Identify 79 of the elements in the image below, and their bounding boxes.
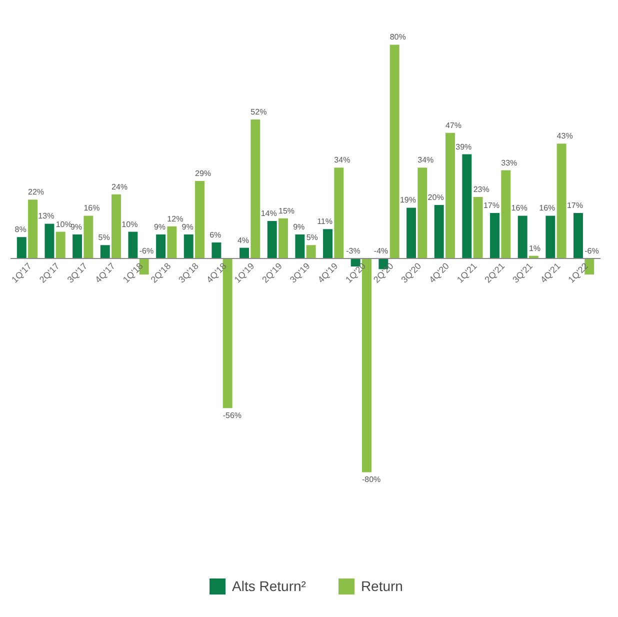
bar xyxy=(212,242,222,258)
data-label: 34% xyxy=(334,156,350,165)
data-label: 20% xyxy=(428,193,444,202)
bar xyxy=(44,224,54,258)
bar xyxy=(84,216,94,258)
bar xyxy=(28,200,38,258)
data-label: 5% xyxy=(306,233,318,242)
bar xyxy=(167,226,177,258)
bar xyxy=(501,170,511,258)
bar xyxy=(390,44,400,258)
bar xyxy=(473,197,483,258)
data-label: -6% xyxy=(584,246,599,256)
bar xyxy=(278,218,288,258)
bar xyxy=(434,205,444,258)
bar xyxy=(323,229,332,258)
data-label: 10% xyxy=(56,220,72,229)
bar xyxy=(267,221,277,258)
bar xyxy=(445,132,455,258)
data-label: 9% xyxy=(70,222,82,232)
bar xyxy=(112,194,121,258)
data-label: 16% xyxy=(539,204,556,213)
data-label: 39% xyxy=(456,142,472,152)
data-label: 1% xyxy=(528,244,541,253)
bar xyxy=(195,180,204,258)
data-label: 12% xyxy=(167,214,184,224)
data-label: 24% xyxy=(112,182,128,192)
data-label: 22% xyxy=(28,188,44,197)
data-label: 15% xyxy=(278,206,295,216)
data-label: 23% xyxy=(473,185,490,194)
bar xyxy=(418,168,428,258)
bar xyxy=(306,245,316,258)
bar xyxy=(334,168,344,258)
bar xyxy=(462,154,472,258)
data-label: 17% xyxy=(566,201,583,210)
bar xyxy=(240,248,250,258)
bar xyxy=(406,208,416,258)
bar xyxy=(100,245,110,258)
data-label: 43% xyxy=(556,132,573,141)
bar xyxy=(56,232,66,258)
bar xyxy=(295,234,305,258)
data-label: 16% xyxy=(511,204,528,213)
data-label: 34% xyxy=(418,156,434,165)
data-label: -6% xyxy=(139,246,154,256)
bar xyxy=(184,234,194,258)
legend-label: Return xyxy=(360,578,403,594)
data-label: 9% xyxy=(182,222,194,232)
bar xyxy=(128,232,138,258)
data-label: 52% xyxy=(250,108,267,117)
data-label: 80% xyxy=(390,32,406,42)
data-label: -80% xyxy=(362,475,381,484)
bar xyxy=(490,213,500,258)
bar xyxy=(72,234,82,258)
data-label: 9% xyxy=(154,222,166,232)
bar xyxy=(546,216,556,258)
data-label: 17% xyxy=(483,201,500,210)
data-label: -3% xyxy=(346,246,360,256)
data-label: 11% xyxy=(317,217,332,226)
data-label: 19% xyxy=(400,196,416,205)
data-label: 33% xyxy=(501,158,518,168)
data-label: 9% xyxy=(293,222,305,232)
data-label: 14% xyxy=(260,209,277,218)
data-label: 6% xyxy=(210,230,222,240)
bar xyxy=(556,144,566,258)
data-label: 47% xyxy=(445,120,462,130)
data-label: 29% xyxy=(195,168,212,178)
bar xyxy=(518,216,528,258)
bar xyxy=(156,234,166,258)
data-label: 16% xyxy=(84,204,100,213)
data-label: 4% xyxy=(237,236,250,245)
data-label: 8% xyxy=(14,225,26,234)
data-label: 10% xyxy=(122,220,138,229)
bar xyxy=(250,120,260,258)
data-label: -4% xyxy=(374,246,388,256)
bar xyxy=(574,213,583,258)
data-label: 5% xyxy=(98,233,110,242)
bar xyxy=(16,237,26,258)
data-label: -56% xyxy=(222,411,242,420)
legend-label: Alts Return² xyxy=(232,578,306,594)
data-label: 13% xyxy=(38,212,54,221)
